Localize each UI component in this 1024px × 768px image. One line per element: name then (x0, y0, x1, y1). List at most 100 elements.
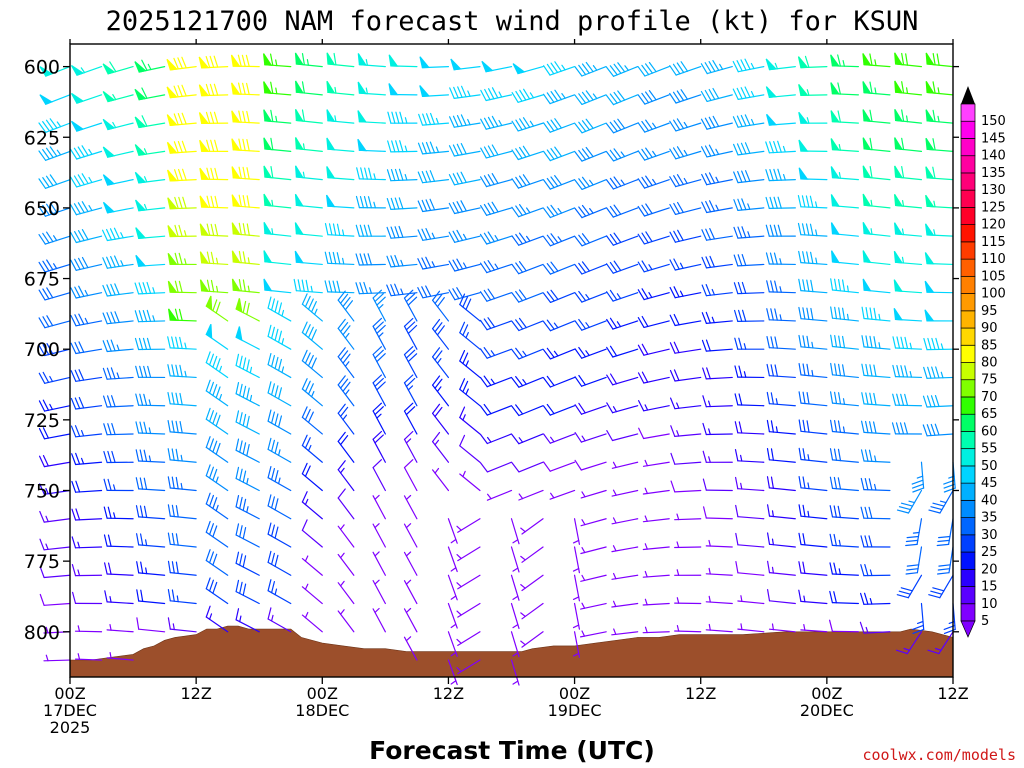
barb-flag (841, 307, 846, 321)
barb-half-flag (302, 171, 305, 179)
barb-half-flag (644, 598, 648, 606)
wind-barb (231, 278, 260, 294)
barb-pennant (199, 251, 210, 264)
colorbar-segment (960, 396, 976, 415)
barb-flag (641, 260, 649, 272)
wind-barb (765, 196, 796, 209)
barb-flag (480, 89, 487, 102)
wind-barb (166, 112, 197, 127)
wind-barb (511, 204, 544, 218)
barb-flag (301, 434, 308, 447)
barb-flag (833, 420, 838, 433)
barb-half-flag (708, 456, 711, 463)
barb-half-flag (405, 494, 412, 500)
barb-pennant (295, 137, 304, 151)
barb-pennant (798, 167, 809, 180)
barb-half-flag (310, 285, 313, 293)
wind-barb (102, 395, 134, 408)
barb-flag (337, 318, 346, 329)
barb-flag (737, 282, 743, 295)
barb-flag (515, 376, 524, 387)
barb-flag (139, 449, 144, 462)
wind-barb (574, 346, 607, 359)
wind-barb (734, 449, 765, 463)
barb-half-flag (512, 567, 519, 572)
wind-barb (830, 306, 859, 322)
barb-flag (376, 353, 386, 363)
barb-flag (932, 81, 936, 94)
barb-flag (869, 307, 873, 320)
wind-barb (403, 430, 418, 463)
credit-link[interactable]: coolwx.com/models (862, 746, 1016, 764)
barb-flag (461, 85, 467, 98)
barb-flag (613, 148, 622, 159)
barb-flag (585, 118, 594, 129)
barb-pennant (263, 109, 273, 123)
barb-pennant (167, 252, 178, 265)
barb-flag (672, 91, 681, 103)
barb-flag (246, 139, 250, 152)
barb-half-flag (620, 151, 626, 158)
wind-barb (459, 350, 481, 379)
barb-flag (395, 140, 400, 153)
barb-flag (421, 142, 428, 155)
barb-flag (546, 92, 555, 103)
wind-barb (766, 113, 796, 126)
wind-barb (606, 345, 639, 358)
barb-flag (673, 258, 680, 270)
barb-flag (617, 62, 626, 73)
wind-barb (911, 461, 925, 493)
wind-barb (372, 346, 386, 379)
barb-half-flag (807, 454, 810, 461)
barb-flag (898, 506, 912, 511)
barb-flag (926, 395, 932, 408)
barb-flag (769, 141, 775, 154)
barb-half-flag (275, 59, 278, 67)
barb-flag (340, 350, 349, 361)
wind-barb (542, 261, 576, 275)
wind-barb (892, 393, 923, 407)
barb-flag (205, 351, 211, 364)
barb-flag (581, 204, 591, 216)
colorbar-tick-label: 10 (981, 597, 998, 612)
x-tick-label: 00Z (559, 684, 590, 703)
barb-flag (864, 478, 869, 491)
colorbar-tick-label: 135 (981, 166, 1006, 181)
barb-flag (73, 231, 81, 243)
barb-flag (301, 491, 308, 503)
wind-barb (674, 541, 702, 549)
barb-flag (744, 86, 751, 98)
barb-flag (167, 336, 171, 349)
barb-flag (270, 81, 274, 95)
barb-flag (483, 232, 492, 244)
barb-flag (700, 118, 708, 130)
wind-barb (324, 251, 355, 266)
barb-flag (274, 328, 279, 341)
barb-flag (267, 494, 272, 507)
wind-barb (605, 176, 639, 190)
barb-flag (709, 228, 716, 240)
wind-barb (355, 195, 386, 209)
barb-half-flag (314, 308, 318, 316)
barb-pennant (925, 80, 935, 94)
barb-half-flag (184, 342, 187, 350)
barb-flag (637, 261, 645, 273)
barb-pennant (231, 166, 241, 179)
wind-barb (70, 201, 103, 216)
barb-half-flag (807, 482, 810, 490)
wind-barb (356, 167, 386, 181)
barb-pennant (263, 221, 273, 235)
wind-barb (167, 168, 197, 182)
wind-barb (38, 231, 71, 245)
barb-flag (554, 146, 563, 157)
barb-flag (174, 280, 179, 293)
wind-barb (829, 533, 859, 548)
colorbar-segment (960, 344, 976, 363)
wind-barb (135, 477, 166, 492)
barb-flag (542, 65, 551, 76)
barb-half-flag (916, 475, 924, 479)
barb-flag (394, 197, 400, 210)
barb-flag (705, 256, 712, 268)
barb-flag (344, 300, 353, 311)
wind-barb (337, 552, 355, 576)
